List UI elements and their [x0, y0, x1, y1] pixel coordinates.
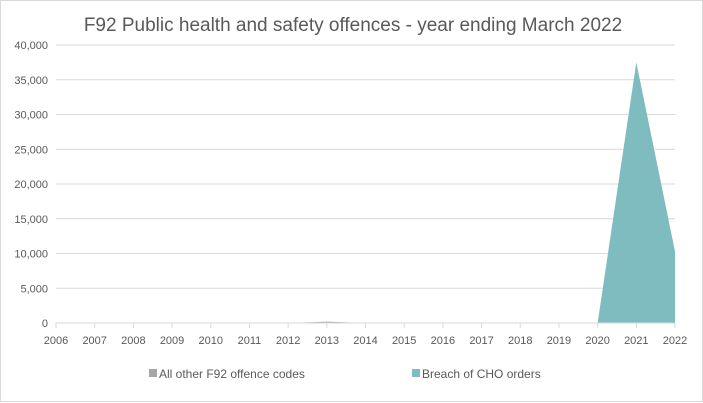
x-tick-label: 2014 [353, 335, 377, 347]
y-tick-label: 10,000 [14, 249, 48, 261]
x-tick-label: 2007 [82, 335, 106, 347]
legend-label: Breach of CHO orders [422, 367, 541, 381]
x-tick-label: 2006 [44, 335, 68, 347]
x-tick-label: 2018 [508, 335, 532, 347]
x-tick-label: 2015 [392, 335, 416, 347]
y-tick-label: 15,000 [14, 214, 48, 226]
legend-item: All other F92 offence codes [149, 367, 305, 381]
y-tick-label: 5,000 [20, 283, 48, 295]
x-tick-label: 2022 [663, 335, 687, 347]
plot-area [56, 62, 675, 323]
x-tick-label: 2019 [547, 335, 571, 347]
x-tick-label: 2012 [276, 335, 300, 347]
x-tick-label: 2017 [469, 335, 493, 347]
y-tick-label: 35,000 [14, 75, 48, 87]
y-tick-label: 25,000 [14, 144, 48, 156]
gridlines [56, 44, 675, 289]
y-tick-label: 40,000 [14, 40, 48, 52]
x-tick-label: 2011 [238, 335, 262, 347]
legend-swatch [412, 369, 420, 377]
x-tick-label: 2008 [121, 335, 145, 347]
y-tick-label: 0 [42, 318, 48, 330]
legend-label: All other F92 offence codes [159, 367, 305, 381]
y-tick-label: 20,000 [14, 179, 48, 191]
legend-item: Breach of CHO orders [412, 367, 541, 381]
x-tick-label: 2020 [585, 335, 609, 347]
x-tick-label: 2009 [160, 335, 184, 347]
x-tick-label: 2016 [431, 335, 455, 347]
x-tick-label: 2013 [315, 335, 339, 347]
axes: 0 5,000 10,000 15,000 20,000 25,000 30,000 35,0… [14, 40, 687, 347]
y-tick-label: 30,000 [14, 110, 48, 122]
series-area [56, 62, 675, 323]
chart-title: F92 Public health and safety offences - … [84, 15, 622, 36]
x-tick-label: 2021 [624, 335, 648, 347]
legend: All other F92 offence codes Breach of CHO… [149, 367, 541, 381]
x-tick-label: 2010 [199, 335, 223, 347]
legend-swatch [149, 369, 157, 377]
